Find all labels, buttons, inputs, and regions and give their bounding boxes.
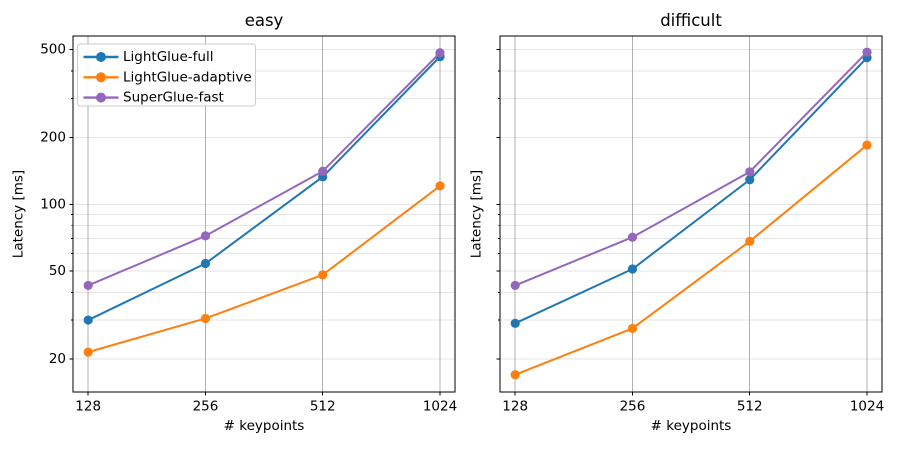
series-line-SuperGlue-fast [514, 51, 868, 287]
subplot-difficult: 128 256 512 1024 [496, 35, 884, 415]
y-tick-label: 500 [40, 41, 66, 57]
series-line-LightGlue-adaptive [514, 144, 868, 376]
data-point-LightGlue-full [745, 175, 755, 185]
series-line-SuperGlue-fast [87, 51, 441, 287]
data-point-SuperGlue-fast [318, 166, 328, 176]
legend-marker [96, 52, 106, 62]
data-point-SuperGlue-fast [435, 48, 445, 58]
y-axis-label-difficult: Latency [ms] [468, 169, 485, 259]
x-tick-label: 512 [310, 399, 336, 415]
data-point-LightGlue-adaptive [200, 313, 211, 324]
legend-label: LightGlue-adaptive [123, 69, 252, 85]
data-point-LightGlue-full [627, 264, 638, 274]
x-axis-label-easy: # keypoints [223, 418, 305, 434]
data-point-LightGlue-adaptive [510, 370, 520, 380]
x-tick-label: 256 [193, 399, 219, 415]
x-axis-label-difficult: # keypoints [650, 418, 732, 434]
legend: LightGlue-full LightGlue-adaptive SuperGlu… [77, 43, 256, 107]
x-tick-label: 128 [75, 399, 101, 415]
legend-marker [96, 92, 106, 103]
series-line-LightGlue-adaptive [87, 184, 441, 354]
data-point-SuperGlue-fast [745, 167, 755, 177]
data-point-SuperGlue-fast [862, 47, 872, 57]
x-tick-label: 128 [502, 399, 528, 415]
x-tick-label: 512 [737, 399, 763, 415]
x-tick-label: 1024 [850, 399, 884, 415]
legend-label: SuperGlue-fast [123, 90, 224, 106]
x-tick-label: 256 [620, 399, 646, 415]
y-tick-label: 200 [40, 130, 66, 146]
data-point-LightGlue-full [200, 258, 211, 269]
legend-box [77, 43, 256, 107]
data-point-LightGlue-full [510, 318, 520, 328]
data-point-LightGlue-adaptive [318, 270, 328, 280]
y-tick-label: 20 [49, 351, 66, 367]
data-point-LightGlue-adaptive [435, 181, 445, 191]
data-point-SuperGlue-fast [83, 280, 93, 291]
y-axis-label-easy: Latency [ms] [10, 169, 27, 259]
subplot-difficult-title: difficult [660, 11, 722, 30]
series-line-LightGlue-full [514, 56, 868, 325]
data-point-LightGlue-adaptive [745, 236, 755, 246]
y-tick-label: 100 [40, 196, 66, 212]
y-tick-label: 50 [49, 263, 66, 279]
data-point-LightGlue-adaptive [627, 323, 638, 334]
data-point-LightGlue-adaptive [83, 347, 93, 357]
data-point-LightGlue-adaptive [862, 140, 872, 150]
series-line-LightGlue-full [87, 55, 441, 322]
legend-label: LightGlue-full [123, 49, 213, 65]
data-point-SuperGlue-fast [510, 280, 520, 291]
data-point-SuperGlue-fast [200, 231, 211, 241]
data-point-LightGlue-full [83, 315, 93, 325]
legend-marker [96, 72, 106, 83]
x-tick-label: 1024 [423, 399, 457, 415]
subplot-easy-title: easy [244, 11, 284, 30]
data-point-SuperGlue-fast [627, 232, 638, 242]
subplot-easy: 128 256 512 1024 20 50 100 200 500 LightGlue-full… [40, 35, 457, 415]
